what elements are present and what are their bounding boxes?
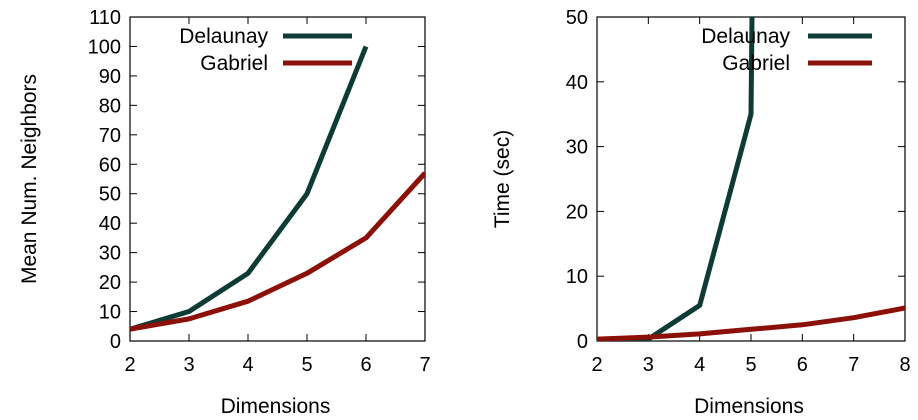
y-axis-label: Mean Num. Neighbors [18,74,41,284]
y-tick-label: 10 [566,266,588,288]
y-tick-label: 40 [99,213,121,235]
y-tick-label: 20 [566,201,588,223]
x-tick-label: 2 [591,354,602,376]
legend-label: Gabriel [200,52,268,75]
y-tick-label: 40 [566,72,588,94]
y-tick-label: 60 [99,154,121,176]
x-tick-label: 4 [242,354,253,376]
x-tick-label: 5 [301,354,312,376]
y-tick-label: 50 [566,7,588,29]
y-tick-label: 80 [99,95,121,117]
y-tick-label: 50 [99,184,121,206]
x-tick-label: 6 [797,354,808,376]
x-tick-label: 8 [899,354,910,376]
y-axis-label: Time (sec) [491,130,514,228]
x-axis-label: Dimensions [221,395,331,418]
y-tick-label: 0 [110,331,121,353]
y-tick-label: 70 [99,125,121,147]
y-tick-label: 20 [99,272,121,294]
x-tick-label: 6 [360,354,371,376]
y-tick-label: 10 [99,302,121,324]
legend-label: Delaunay [179,25,268,48]
plot-frame [130,17,425,341]
series-line-delaunay [130,47,366,330]
x-tick-label: 2 [124,354,135,376]
y-tick-label: 30 [99,243,121,265]
x-axis-label: Dimensions [694,395,804,418]
chart-left: 0 10 20 30 40 50 60 70 80 90 100 110 2 3 4 5 6 7 Dimension… [18,7,431,418]
chart-right: 0 10 20 30 40 50 2 3 4 5 6 7 8 Dimensions Time (sec) De… [491,7,911,418]
y-tick-label: 30 [566,137,588,159]
x-tick-label: 4 [694,354,705,376]
x-tick-label: 3 [643,354,654,376]
legend-label: Delaunay [701,25,790,48]
y-tick-label: 110 [89,7,121,29]
y-tick-label: 0 [577,331,588,353]
x-tick-label: 5 [745,354,756,376]
y-tick-label: 100 [88,36,121,58]
series-line-gabriel [130,173,425,329]
x-tick-label: 3 [183,354,194,376]
legend-label: Gabriel [722,52,790,75]
y-tick-label: 90 [99,66,121,88]
x-tick-label: 7 [419,354,430,376]
x-tick-label: 7 [848,354,859,376]
